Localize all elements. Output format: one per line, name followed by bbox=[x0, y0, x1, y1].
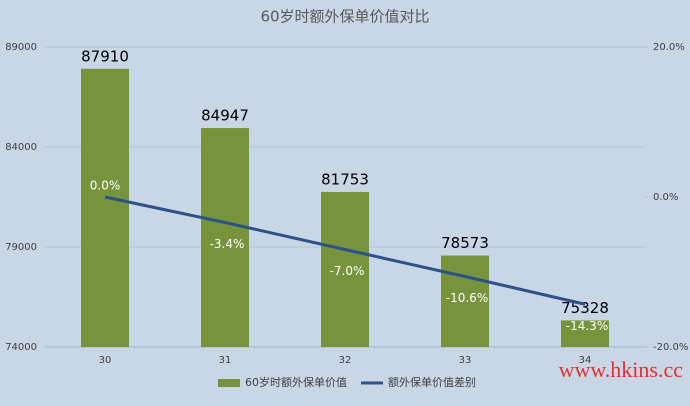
x-tick-label: 33 bbox=[459, 355, 472, 366]
x-tick-label: 31 bbox=[219, 355, 232, 366]
y2-tick-label: -20.0% bbox=[653, 342, 688, 353]
watermark[interactable]: www.hkins.cc bbox=[559, 357, 684, 382]
y-tick-label: 79000 bbox=[5, 242, 37, 253]
legend-label: 60岁时额外保单价值 bbox=[245, 375, 347, 389]
bar-value-label: 75328 bbox=[561, 299, 609, 317]
line-value-label: -3.4% bbox=[210, 237, 245, 251]
bar-value-label: 87910 bbox=[81, 47, 129, 65]
line-value-label: -7.0% bbox=[330, 264, 365, 278]
line bbox=[104, 195, 586, 306]
bar bbox=[201, 128, 249, 347]
y-tick-label: 74000 bbox=[5, 342, 37, 353]
line-value-label: -10.6% bbox=[446, 291, 488, 305]
chart-title: 60岁时额外保单价值对比 bbox=[260, 8, 429, 26]
y-tick-label: 84000 bbox=[5, 142, 37, 153]
bar bbox=[81, 68, 129, 348]
y2-tick-label: 20.0% bbox=[653, 42, 685, 53]
bar-value-label: 84947 bbox=[201, 107, 249, 125]
x-tick-label: 34 bbox=[579, 355, 592, 366]
bar-value-label: 81753 bbox=[321, 170, 369, 188]
bar bbox=[561, 320, 609, 347]
x-tick-label: 32 bbox=[339, 355, 352, 366]
y2-tick-label: 0.0% bbox=[653, 192, 678, 203]
legend-swatch bbox=[218, 379, 240, 387]
bar bbox=[441, 255, 489, 347]
bar-value-label: 78573 bbox=[441, 234, 489, 252]
bar bbox=[321, 191, 369, 347]
line-value-label: -14.3% bbox=[566, 319, 608, 333]
y-tick-label: 89000 bbox=[5, 42, 37, 53]
x-tick-label: 30 bbox=[99, 355, 112, 366]
line-value-label: 0.0% bbox=[90, 179, 121, 193]
legend-label: 额外保单价值差别 bbox=[388, 375, 476, 389]
